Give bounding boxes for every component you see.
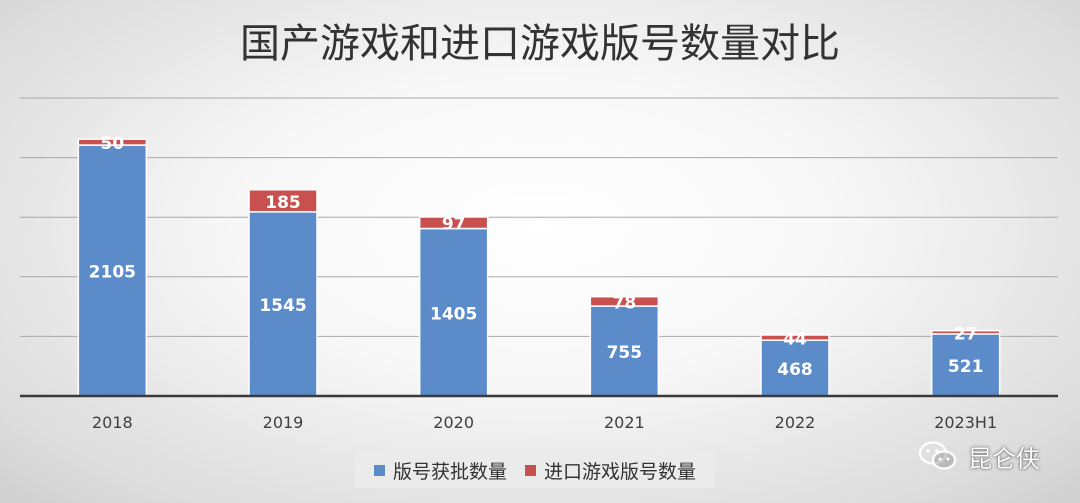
- legend-label-imported: 进口游戏版号数量: [544, 460, 697, 483]
- legend: 版号获批数量 进口游戏版号数量: [355, 452, 715, 488]
- legend-swatch-imported: [525, 464, 536, 476]
- wechat-icon: [918, 441, 957, 470]
- x-tick-2022: 2022: [775, 413, 816, 432]
- data-label-imported-2019: 185: [265, 193, 301, 213]
- watermark-text: 昆仑侠: [968, 444, 1040, 473]
- legend-item-approved: 版号获批数量: [373, 457, 507, 484]
- bar-imported-2018: [77, 138, 148, 146]
- legend-swatch-approved: [373, 464, 385, 476]
- bar-approved-2019: [248, 211, 318, 397]
- x-tick-2018: 2018: [92, 413, 133, 432]
- data-label-approved-2021: 755: [607, 343, 643, 363]
- data-label-approved-2019: 1545: [259, 296, 306, 316]
- data-label-approved-2023H1: 521: [948, 357, 984, 377]
- data-label-imported-2020: 97: [442, 215, 466, 235]
- gridlines: [20, 97, 1058, 337]
- legend-label-approved: 版号获批数量: [392, 460, 507, 483]
- x-tick-labels: 2018 2019 2020 2021 2022 2023H1: [92, 413, 997, 432]
- bar-approved-2020: [418, 227, 489, 397]
- bar-imported-2022: [760, 334, 830, 341]
- data-label-approved-2022: 468: [777, 360, 813, 380]
- watermark: 昆仑侠: [918, 438, 1040, 474]
- data-labels: 2105 50 1545 185 1405 97 755 78 468 44 521 27: [89, 134, 984, 380]
- x-tick-2023H1: 2023H1: [934, 413, 997, 432]
- data-label-approved-2020: 1405: [430, 304, 477, 324]
- legend-item-imported: 进口游戏版号数量: [525, 457, 696, 484]
- data-label-imported-2021: 78: [612, 293, 636, 313]
- x-tick-2020: 2020: [433, 413, 474, 432]
- x-tick-2019: 2019: [263, 413, 304, 432]
- bar-imported-2019: [248, 189, 318, 213]
- bar-approved-2021: [589, 305, 660, 397]
- data-label-approved-2018: 2105: [89, 263, 136, 283]
- data-label-imported-2023H1: 27: [954, 324, 978, 344]
- bar-imported-2020: [418, 216, 489, 230]
- data-label-imported-2018: 50: [100, 134, 124, 154]
- bar-approved-2018: [77, 144, 148, 397]
- x-tick-2021: 2021: [604, 413, 645, 432]
- bar-approved-2023H1: [930, 333, 1001, 397]
- chart-title: 国产游戏和进口游戏版号数量对比: [240, 21, 840, 67]
- bar-imported-2021: [589, 295, 660, 307]
- bars: [77, 138, 1001, 397]
- bar-imported-2023H1: [930, 329, 1001, 335]
- bar-approved-2022: [760, 339, 830, 397]
- data-label-imported-2022: 44: [783, 330, 807, 350]
